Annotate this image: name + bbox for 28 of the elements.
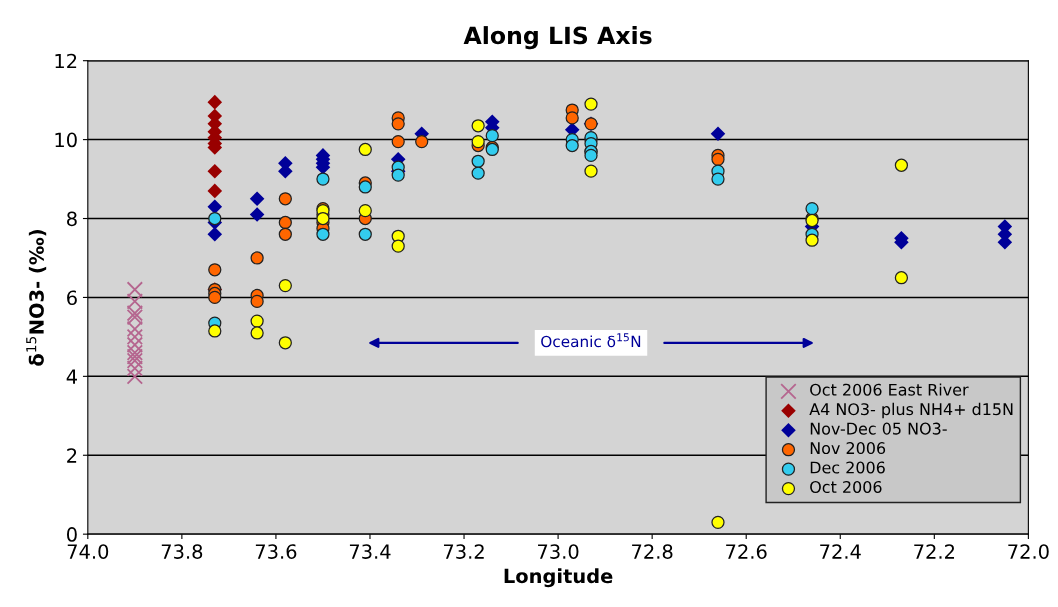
y-tick-label: 6 [67,290,77,306]
legend-label: Nov-Dec 05 NO3- [810,422,947,435]
x-tick-label: 73.8 [161,544,203,559]
y-tick-label: 2 [67,448,77,463]
legend-label: Dec 2006 [810,461,885,474]
y-tick-label: 0 [67,527,77,542]
y-axis-title: δ$^{15}$NO3- (‰) [26,229,47,366]
x-tick-label: 73.6 [255,544,297,559]
y-tick-label: 8 [67,211,77,227]
legend-label: Oct 2006 East River [810,383,969,396]
y-tick-label: 12 [55,53,77,69]
chart-title: Along LIS Axis [463,26,652,50]
y-tick-label: 10 [55,132,77,148]
legend-label: Oct 2006 [810,480,882,494]
x-tick-label: 72.6 [726,544,767,559]
x-axis-title: Longitude [504,568,613,588]
x-tick-label: 73.4 [349,544,391,559]
x-tick-label: 72.8 [632,544,673,559]
legend-label: A4 NO3- plus NH4+ d15N [809,402,1013,419]
x-tick-label: 72.2 [914,544,955,559]
x-tick-label: 72.0 [1008,544,1049,559]
x-tick-label: 74.0 [67,544,109,559]
annotation: Oceanic δ$^{15}$N [541,333,641,348]
x-tick-label: 73.2 [443,544,484,559]
x-tick-label: 73.0 [538,544,579,559]
y-tick-label: 4 [66,369,77,384]
legend-label: Nov 2006 [810,442,886,455]
x-tick-label: 72.4 [820,544,861,559]
